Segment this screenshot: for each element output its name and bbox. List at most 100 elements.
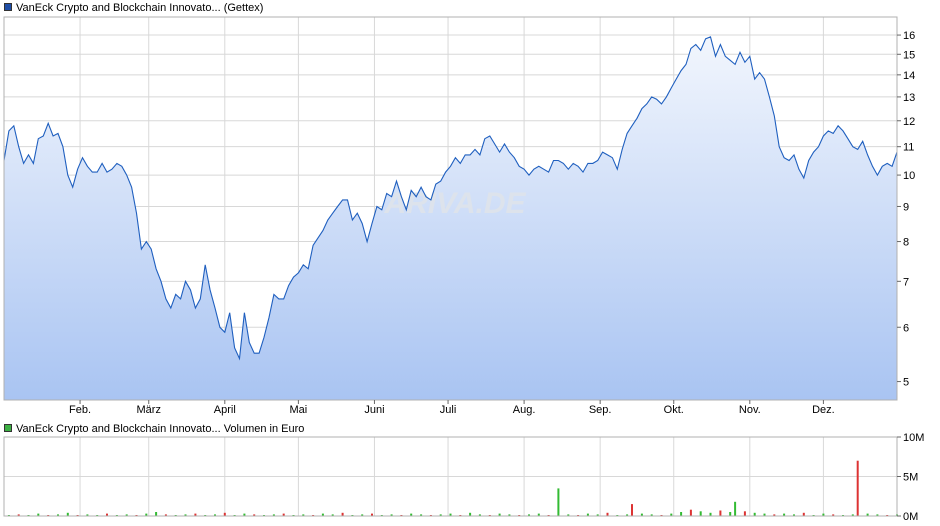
price-legend: VanEck Crypto and Blockchain Innovato...… bbox=[4, 2, 263, 14]
price-x-tick-label: Juni bbox=[364, 404, 384, 416]
volume-bar bbox=[606, 512, 609, 516]
volume-bar bbox=[650, 514, 653, 516]
volume-bar bbox=[670, 513, 673, 516]
price-x-tick-label: März bbox=[137, 404, 161, 416]
volume-bar bbox=[145, 513, 148, 516]
volume-bar bbox=[410, 513, 413, 516]
volume-y-tick-label: 5M bbox=[903, 472, 918, 484]
volume-bar bbox=[729, 512, 732, 516]
price-y-tick-label: 8 bbox=[903, 237, 909, 249]
price-x-tick-label: Feb. bbox=[69, 404, 91, 416]
volume-bar bbox=[508, 514, 511, 516]
volume-bar bbox=[793, 514, 795, 516]
volume-bar bbox=[709, 512, 712, 516]
volume-bar bbox=[498, 513, 501, 516]
price-x-tick-label: Juli bbox=[440, 404, 457, 416]
volume-bar bbox=[272, 514, 275, 516]
volume-bar bbox=[689, 509, 692, 516]
price-x-tick-label: Aug. bbox=[513, 404, 536, 416]
price-legend-label: VanEck Crypto and Blockchain Innovato...… bbox=[16, 2, 264, 14]
volume-bar bbox=[449, 513, 452, 516]
volume-bar bbox=[125, 514, 128, 516]
volume-bar bbox=[361, 514, 364, 516]
price-y-ticks: 5 6 7 8 9 10 11 12 13 14 15 16 bbox=[897, 30, 915, 389]
volume-bar bbox=[57, 514, 59, 516]
volume-bar bbox=[371, 513, 373, 516]
volume-bar bbox=[478, 514, 481, 516]
volume-bar bbox=[194, 513, 197, 516]
volume-bar bbox=[734, 501, 737, 516]
price-x-tick-label: Sep. bbox=[589, 404, 612, 416]
price-y-tick-label: 5 bbox=[903, 377, 909, 389]
volume-legend-label: VanEck Crypto and Blockchain Innovato...… bbox=[16, 423, 305, 435]
volume-bar bbox=[626, 514, 629, 516]
volume-legend: VanEck Crypto and Blockchain Innovato...… bbox=[4, 423, 304, 435]
price-y-tick-label: 9 bbox=[903, 201, 909, 213]
volume-bars bbox=[7, 460, 898, 516]
price-x-tick-label: April bbox=[214, 404, 236, 416]
volume-y-ticks: 0M 5M 10M bbox=[897, 432, 924, 523]
volume-bar bbox=[528, 514, 530, 516]
price-y-tick-label: 7 bbox=[903, 276, 909, 288]
volume-y-tick-label: 10M bbox=[903, 432, 924, 444]
price-x-tick-label: Mai bbox=[290, 404, 308, 416]
volume-bar bbox=[37, 513, 40, 516]
price-area bbox=[4, 36, 897, 401]
volume-bar bbox=[164, 514, 167, 516]
volume-bar bbox=[66, 512, 69, 516]
price-y-tick-label: 14 bbox=[903, 70, 915, 82]
volume-bar bbox=[420, 514, 423, 516]
volume-bar bbox=[680, 512, 683, 516]
volume-bar bbox=[253, 514, 256, 516]
volume-bar bbox=[282, 513, 285, 516]
volume-bar bbox=[596, 514, 599, 516]
price-y-tick-label: 13 bbox=[903, 92, 915, 104]
price-y-tick-label: 6 bbox=[903, 322, 909, 334]
volume-bar bbox=[469, 512, 472, 516]
volume-bar bbox=[773, 514, 776, 516]
volume-bar bbox=[640, 513, 643, 516]
volume-bar bbox=[856, 460, 859, 516]
volume-grid bbox=[4, 436, 897, 517]
price-frame bbox=[3, 16, 898, 401]
volume-bar bbox=[802, 512, 805, 516]
price-y-tick-label: 10 bbox=[903, 170, 915, 182]
volume-bar bbox=[753, 512, 756, 516]
volume-bar bbox=[557, 488, 560, 516]
price-line bbox=[3, 36, 898, 361]
price-x-ticks: Feb. März April Mai Juni Juli Aug. Sep. Okt. Nov.… bbox=[69, 400, 835, 416]
volume-bar bbox=[214, 514, 216, 516]
volume-bar bbox=[17, 514, 20, 516]
volume-bar bbox=[866, 513, 869, 516]
volume-bar bbox=[341, 512, 344, 516]
price-y-tick-label: 11 bbox=[903, 142, 914, 154]
volume-bar bbox=[321, 513, 324, 516]
price-y-tick-label: 16 bbox=[903, 30, 915, 42]
volume-bar bbox=[243, 513, 246, 516]
volume-bar bbox=[851, 514, 854, 516]
price-legend-swatch bbox=[4, 3, 12, 11]
volume-bar bbox=[743, 511, 746, 516]
volume-bar bbox=[876, 514, 879, 516]
volume-bar bbox=[719, 510, 722, 516]
volume-bar bbox=[155, 512, 158, 516]
price-y-tick-label: 12 bbox=[903, 116, 915, 128]
volume-bar bbox=[302, 514, 305, 516]
volume-bar bbox=[631, 504, 633, 516]
volume-legend-swatch bbox=[4, 424, 12, 432]
volume-bar bbox=[223, 512, 226, 516]
price-x-tick-label: Nov. bbox=[739, 404, 761, 416]
watermark: ARIVA.DE bbox=[383, 187, 526, 220]
volume-bar bbox=[586, 513, 589, 516]
volume-bar bbox=[86, 514, 89, 516]
price-x-tick-label: Dez. bbox=[812, 404, 835, 416]
volume-bar bbox=[390, 514, 393, 516]
volume-bar bbox=[567, 514, 570, 516]
volume-bar bbox=[763, 513, 766, 516]
volume-bar bbox=[783, 513, 786, 516]
volume-bar bbox=[832, 514, 835, 516]
price-x-tick-label: Okt. bbox=[664, 404, 684, 416]
volume-bar bbox=[699, 511, 702, 516]
volume-bar bbox=[439, 514, 442, 516]
